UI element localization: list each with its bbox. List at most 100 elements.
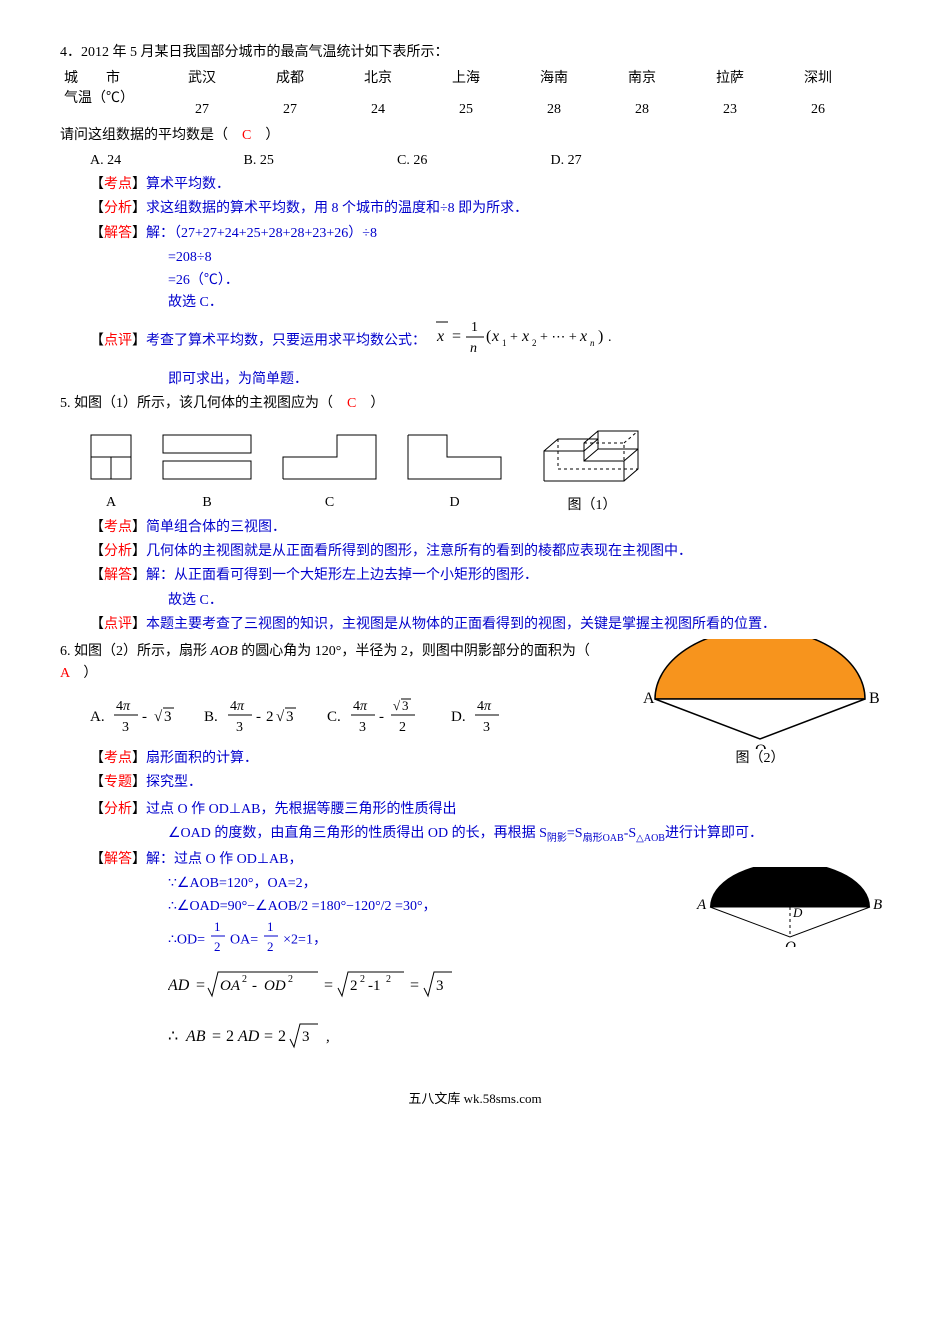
q4-opt-a: A. 24	[90, 150, 240, 172]
svg-text:3: 3	[483, 720, 490, 735]
q6-close: ）	[69, 666, 97, 681]
q6-ad-formula: AD = OA 2 - OD 2 = 2 2 -1 2 = 3	[168, 968, 690, 1010]
q5-dp-text: 本题主要考查了三视图的知识，主视图是从物体的正面看得到的视图，关键是掌握主视图所…	[146, 617, 776, 632]
q6-fx-mid: =S	[567, 826, 583, 841]
q5-view-c: C	[282, 434, 377, 515]
q4-row2-label: 气温（℃）	[64, 91, 154, 108]
kd-word: 考点	[104, 751, 132, 766]
page-footer: 五八文库 wk.58sms.com	[60, 1089, 890, 1110]
q4-city-2: 北京	[338, 68, 418, 90]
q6-fig-O: O	[755, 742, 767, 749]
q5-kd-text: 简单组合体的三视图．	[146, 520, 286, 535]
svg-text:OD: OD	[264, 978, 286, 994]
bracket-close: 】	[132, 852, 146, 867]
bracket-close: 】	[132, 751, 146, 766]
q4-temp-7: 26	[778, 99, 858, 121]
q6-fx-l1: 过点 O 作 OD⊥AB，先根据等腰三角形的性质得出	[146, 802, 456, 817]
q6-block: 6. 如图（2）所示，扇形 AOB 的圆心角为 120°，半径为 2，则图中阴影…	[60, 639, 890, 797]
svg-text:1: 1	[502, 338, 507, 348]
svg-text:(: (	[486, 328, 491, 345]
bracket-open: 【	[90, 544, 104, 559]
svg-text:=: =	[264, 1028, 273, 1045]
svg-text:): )	[598, 328, 603, 345]
q5-jd-l1: 解：从正面看可得到一个大矩形左上边去掉一个小矩形的图形．	[146, 568, 538, 583]
q6-fx-mid2: -S	[624, 826, 636, 841]
q6-jieda: 【解答】解：过点 O 作 OD⊥AB，	[90, 849, 690, 871]
svg-text:x: x	[579, 328, 587, 345]
q5-intro-text: 5. 如图（1）所示，该几何体的主视图应为（	[60, 396, 347, 411]
q5-cap-fig: 图（1）	[532, 498, 652, 515]
q5-kaodian: 【考点】简单组合体的三视图．	[90, 517, 890, 539]
svg-text:1: 1	[471, 320, 478, 335]
q6-fx-t2: ∠OAD 的度数，由直角三角形的性质得出 OD 的长，再根据 S	[168, 826, 547, 841]
q6-jd-l3: ∴∠OAD=90°−∠AOB/2 =180°−120°/2 =30°，	[168, 896, 690, 918]
q6-jd-l4c: ×2=1，	[283, 932, 327, 947]
bracket-open: 【	[90, 751, 104, 766]
svg-text:2: 2	[386, 974, 391, 985]
svg-text:=: =	[452, 328, 461, 345]
q6-ans: A	[60, 666, 69, 681]
svg-text:3: 3	[236, 720, 243, 735]
svg-text:3: 3	[122, 720, 129, 735]
svg-text:2: 2	[399, 720, 406, 735]
svg-text:AD: AD	[237, 1028, 260, 1045]
q4-city-0: 武汉	[162, 68, 242, 90]
svg-text:x: x	[521, 328, 529, 345]
svg-text:4π: 4π	[116, 699, 131, 714]
q6-intro2: 的圆心角为 120°，半径为 2，则图中阴影部分的面积为（	[238, 644, 604, 659]
bracket-open: 【	[90, 617, 104, 632]
q4-temp-2: 24	[338, 99, 418, 121]
bracket-open: 【	[90, 852, 104, 867]
q4-jieda: 【解答】解：（27+27+24+25+28+28+23+26）÷8	[90, 223, 890, 245]
q4-dp-text-a: 考查了算术平均数，只要运用求平均数公式：	[146, 334, 426, 349]
fx-word: 分析	[104, 201, 132, 216]
q5-fx-text: 几何体的主视图就是从正面看所得到的图形，注意所有的看到的棱都应表现在主视图中．	[146, 544, 692, 559]
q6-fig-A: A	[643, 690, 655, 707]
q6-fx-sub3: △AOB	[636, 833, 665, 844]
q4-fenxi: 【分析】求这组数据的算术平均数，用 8 个城市的温度和÷8 即为所求．	[90, 198, 890, 220]
q6-fig-cap: 图（2）	[630, 751, 890, 768]
q4-opt-b: B. 25	[244, 150, 394, 172]
q4-dianping: 【点评】考查了算术平均数，只要运用求平均数公式： x = 1 n ( x 1 +…	[90, 316, 890, 366]
q4-kaodian: 【考点】算术平均数．	[90, 174, 890, 196]
svg-text:D.: D.	[451, 709, 466, 725]
q5-jd-l2: 故选 C．	[168, 590, 890, 612]
bracket-close: 】	[132, 520, 146, 535]
mean-formula: x = 1 n ( x 1 + x 2 + ⋯ + x n ) .	[430, 316, 630, 366]
svg-text:x: x	[436, 328, 444, 345]
svg-text:A.: A.	[90, 709, 105, 725]
svg-text:2: 2	[288, 974, 293, 985]
q5-cap-c: C	[282, 492, 377, 514]
svg-text:1: 1	[214, 919, 221, 934]
q6-jd-l1: 解：过点 O 作 OD⊥AB，	[146, 852, 302, 867]
svg-text:2: 2	[360, 974, 365, 985]
svg-text:2: 2	[267, 939, 274, 954]
q5-views: A B C D 图（1）	[90, 423, 890, 514]
q6-opt-d: D. 4π 3	[451, 693, 521, 745]
q6-kd-text: 扇形面积的计算．	[146, 751, 258, 766]
svg-text:3: 3	[402, 698, 409, 713]
svg-text:.: .	[608, 330, 612, 345]
bracket-open: 【	[90, 226, 104, 241]
q4-city-5: 南京	[602, 68, 682, 90]
svg-text:n: n	[590, 338, 595, 348]
svg-text:B.: B.	[204, 709, 218, 725]
svg-text:O: O	[785, 939, 796, 947]
q4-temp-3: 25	[426, 99, 506, 121]
fx-word: 分析	[104, 802, 132, 817]
svg-text:2: 2	[242, 974, 247, 985]
q6-opt-c: C. 4π 3 - √ 3 2	[327, 693, 447, 745]
svg-text:n: n	[470, 341, 477, 356]
q4-city-4: 海南	[514, 68, 594, 90]
half-frac-2: 12	[262, 918, 280, 962]
q4-intro: 4．2012 年 5 月某日我国部分城市的最高气温统计如下表所示：	[60, 42, 890, 64]
svg-text:-: -	[379, 709, 384, 725]
bracket-close: 】	[132, 334, 146, 349]
dp-word: 点评	[104, 334, 132, 349]
q6-kaodian: 【考点】扇形面积的计算．	[90, 748, 630, 770]
q5-cap-b: B	[162, 492, 252, 514]
jd-word: 解答	[104, 852, 132, 867]
bracket-close: 】	[132, 568, 146, 583]
zt-word: 专题	[104, 775, 132, 790]
half-frac-1: 12	[209, 918, 227, 962]
